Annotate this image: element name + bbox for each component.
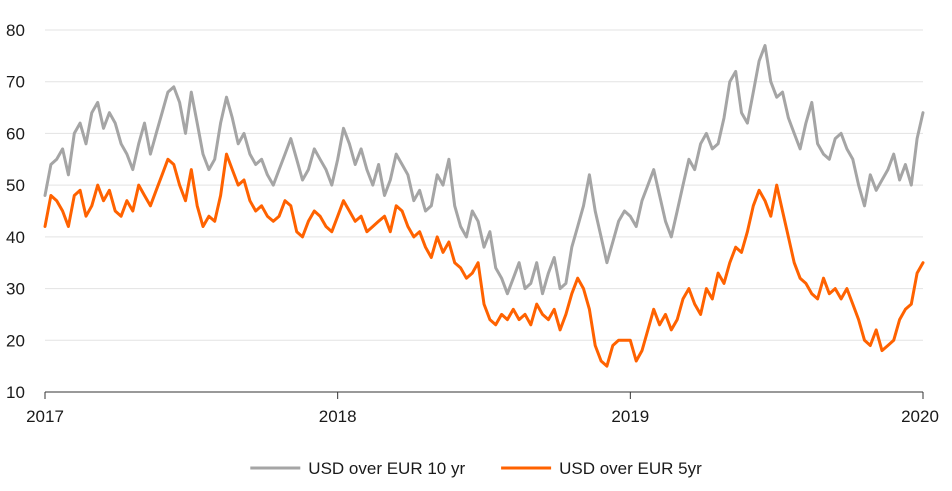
grid [45, 29, 923, 341]
y-tick-label: 40 [6, 228, 25, 247]
series-line-usd-over-eur-10yr [43, 44, 925, 296]
legend-label: USD over EUR 10 yr [308, 459, 465, 478]
y-tick-label: 20 [6, 331, 25, 350]
x-axis-tick-labels: 2017 2018 2019 2020 [26, 407, 939, 426]
y-axis-tick-labels: 10 20 30 40 50 60 70 80 [6, 21, 25, 402]
y-tick-label: 80 [6, 21, 25, 40]
y-tick-label: 60 [6, 124, 25, 143]
legend-label: USD over EUR 5yr [559, 459, 702, 478]
legend-item: USD over EUR 10 yr [250, 459, 465, 478]
legend-item: USD over EUR 5yr [501, 459, 702, 478]
x-axis [44, 391, 924, 399]
legend: USD over EUR 10 yr USD over EUR 5yr [250, 459, 702, 478]
x-tick-label: 2017 [26, 407, 64, 426]
x-tick-label: 2019 [611, 407, 649, 426]
y-tick-label: 30 [6, 280, 25, 299]
y-tick-label: 50 [6, 176, 25, 195]
x-tick-label: 2020 [901, 407, 939, 426]
y-tick-label: 70 [6, 73, 25, 92]
x-tick-label: 2018 [319, 407, 357, 426]
y-tick-label: 10 [6, 383, 25, 402]
series-line-usd-over-eur-5yr [43, 152, 925, 368]
series-lines [43, 44, 925, 368]
